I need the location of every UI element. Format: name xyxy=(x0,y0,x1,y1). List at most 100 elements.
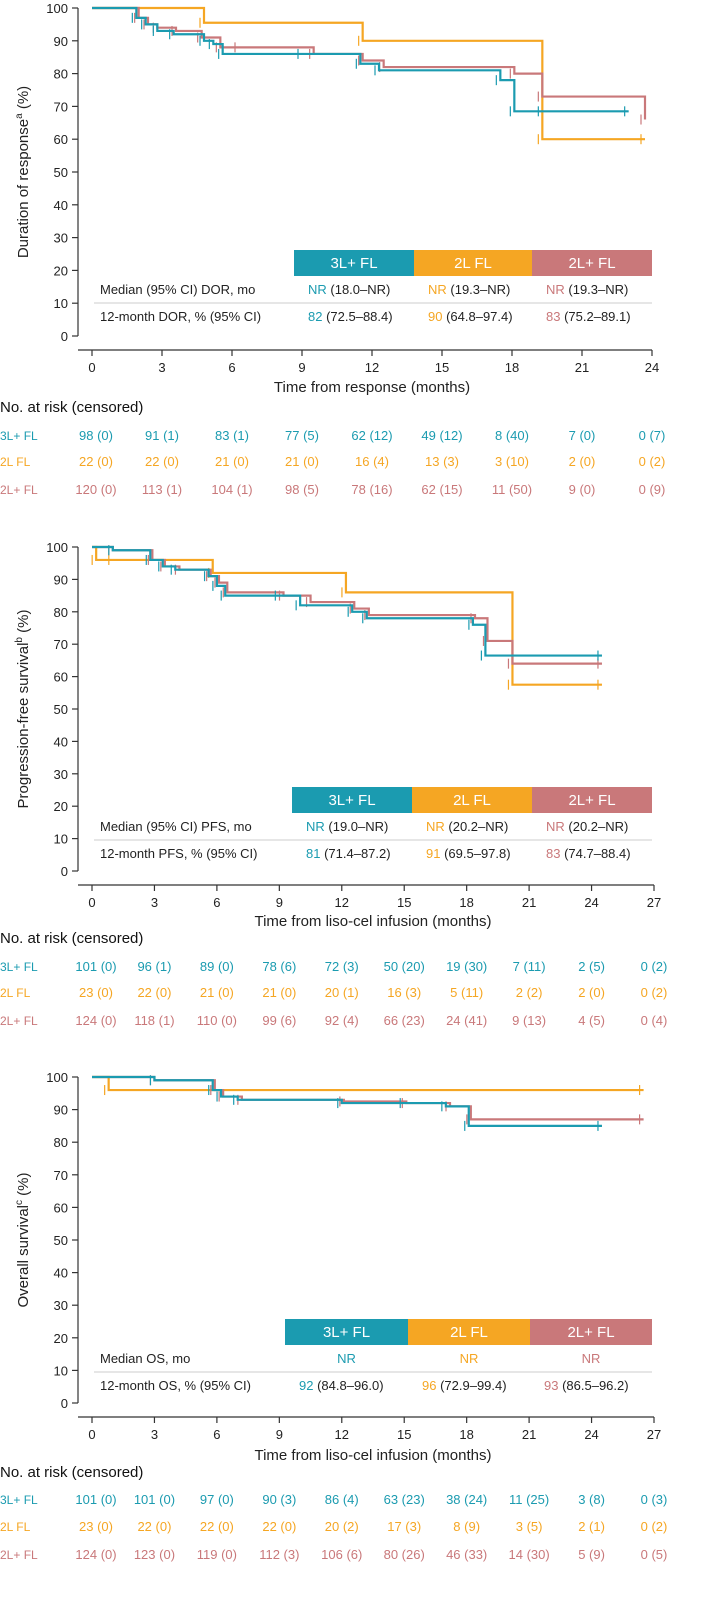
risk-value: 2 (2) xyxy=(516,985,543,1000)
y-tick-label: 60 xyxy=(54,670,68,685)
risk-value: 0 (5) xyxy=(641,1547,668,1562)
table-row1-ci: (19.3–NR) xyxy=(565,282,629,297)
risk-value: 17 (3) xyxy=(387,1519,421,1534)
risk-value: 118 (1) xyxy=(134,1013,174,1028)
x-axis-title: Time from liso-cel infusion (months) xyxy=(254,913,491,930)
y-axis-title: Overall survivalc (%) xyxy=(14,1172,32,1307)
table-header-band xyxy=(530,1319,652,1345)
table-row1-label: Median (95% CI) DOR, mo xyxy=(100,282,255,297)
risk-value: 91 (1) xyxy=(145,428,179,443)
y-tick-label: 90 xyxy=(54,1103,68,1118)
table-header-label: 3L+ FL xyxy=(328,792,375,809)
y-tick-label: 0 xyxy=(61,1396,68,1411)
x-tick-label: 24 xyxy=(584,895,598,910)
risk-row-label: 2L FL xyxy=(0,455,31,469)
risk-value: 86 (4) xyxy=(325,1492,359,1507)
x-tick-label: 0 xyxy=(88,895,95,910)
risk-value: 97 (0) xyxy=(200,1492,234,1507)
chart-panel-3: 0 10 20 30 40 50 60 70 80 90 100 0 3 6 9 12 15 18 21 24 27 Ti… xyxy=(0,1070,667,1562)
y-tick-label: 100 xyxy=(46,1,68,16)
y-axis-title-main: Duration of response xyxy=(15,119,32,258)
table-header-label: 2L+ FL xyxy=(568,255,615,272)
y-tick-label: 60 xyxy=(54,132,68,147)
table-header-label: 3L+ FL xyxy=(330,255,377,272)
y-tick-label: 30 xyxy=(54,1298,68,1313)
table-row2-ci: (75.2–89.1) xyxy=(560,309,630,324)
risk-value: 101 (0) xyxy=(75,959,116,974)
y-axis-title-main: Overall survival xyxy=(15,1205,32,1308)
risk-value: 21 (0) xyxy=(285,454,319,469)
table-row1-value: NR xyxy=(337,1351,356,1366)
risk-value: 38 (24) xyxy=(446,1492,487,1507)
x-tick-label: 15 xyxy=(397,895,411,910)
y-tick-label: 70 xyxy=(54,1168,68,1183)
table-row1-value: NR (19.0–NR) xyxy=(306,819,388,834)
table-row1-main: NR xyxy=(582,1351,601,1366)
risk-value: 104 (1) xyxy=(211,482,252,497)
table-row2-value: 90 (64.8–97.4) xyxy=(428,309,513,324)
table-row1-label: Median (95% CI) PFS, mo xyxy=(100,819,252,834)
table-row1-ci: (19.0–NR) xyxy=(325,819,389,834)
table-header-label: 2L FL xyxy=(453,792,491,809)
x-tick-label: 3 xyxy=(151,895,158,910)
table-row2-ci: (69.5–97.8) xyxy=(440,846,510,861)
table-row2-value: 83 (74.7–88.4) xyxy=(546,846,631,861)
y-tick-label: 70 xyxy=(54,99,68,114)
table-header-label: 2L+ FL xyxy=(567,1324,614,1341)
risk-value: 2 (0) xyxy=(569,454,596,469)
table-row1-ci: (18.0–NR) xyxy=(327,282,391,297)
risk-value: 4 (5) xyxy=(578,1013,605,1028)
y-tick-label: 50 xyxy=(54,702,68,717)
risk-value: 23 (0) xyxy=(79,1519,113,1534)
risk-value: 101 (0) xyxy=(134,1492,175,1507)
risk-value: 72 (3) xyxy=(325,959,359,974)
table-row2-value: 92 (84.8–96.0) xyxy=(299,1378,384,1393)
y-tick-label: 100 xyxy=(46,1070,68,1085)
x-tick-label: 18 xyxy=(505,360,519,375)
x-tick-label: 6 xyxy=(213,895,220,910)
x-tick-label: 9 xyxy=(276,895,283,910)
table-header-band xyxy=(292,787,412,813)
table-row2-main: 96 xyxy=(422,1378,436,1393)
risk-table-title: No. at risk (censored) xyxy=(0,399,143,416)
risk-value: 0 (2) xyxy=(641,1519,668,1534)
risk-value: 110 (0) xyxy=(197,1013,237,1028)
y-tick-label: 10 xyxy=(54,1363,68,1378)
y-tick-label: 80 xyxy=(54,67,68,82)
x-axis-title: Time from liso-cel infusion (months) xyxy=(254,1447,491,1464)
table-row1-main: NR xyxy=(337,1351,356,1366)
risk-value: 8 (9) xyxy=(453,1519,480,1534)
table-row1-main: NR xyxy=(460,1351,479,1366)
x-tick-label: 18 xyxy=(459,1427,473,1442)
risk-value: 20 (1) xyxy=(325,985,359,1000)
table-row2-main: 93 xyxy=(544,1378,558,1393)
risk-value: 119 (0) xyxy=(197,1547,237,1562)
table-row2-value: 81 (71.4–87.2) xyxy=(306,846,391,861)
table-row2-main: 81 xyxy=(306,846,320,861)
x-tick-label: 12 xyxy=(335,895,349,910)
x-tick-label: 21 xyxy=(575,360,589,375)
table-row2-ci: (64.8–97.4) xyxy=(442,309,512,324)
risk-value: 66 (23) xyxy=(384,1013,425,1028)
risk-value: 24 (41) xyxy=(446,1013,487,1028)
risk-value: 0 (4) xyxy=(641,1013,668,1028)
risk-value: 120 (0) xyxy=(75,482,116,497)
x-tick-label: 3 xyxy=(158,360,165,375)
risk-value: 0 (9) xyxy=(639,482,666,497)
x-tick-label: 0 xyxy=(88,1427,95,1442)
series-line-2l-fl xyxy=(92,545,602,686)
table-row2-label: 12-month OS, % (95% CI) xyxy=(100,1378,251,1393)
chart-panel-1: 0 10 20 30 40 50 60 70 80 90 100 0 3 6 9 12 15 18 21 24 Time… xyxy=(0,1,665,497)
risk-value: 101 (0) xyxy=(75,1492,116,1507)
risk-value: 7 (11) xyxy=(513,959,546,974)
y-tick-label: 20 xyxy=(54,799,68,814)
series-line-2l-fl xyxy=(92,6,645,141)
risk-value: 98 (5) xyxy=(285,482,319,497)
risk-value: 46 (33) xyxy=(446,1547,487,1562)
table-row1-ci: (20.2–NR) xyxy=(445,819,509,834)
y-axis-title-unit: (%) xyxy=(15,610,32,638)
table-row2-ci: (71.4–87.2) xyxy=(320,846,390,861)
table-row2-main: 83 xyxy=(546,846,560,861)
y-axis-title-main: Progression-free survival xyxy=(15,643,32,809)
table-row1-value: NR (20.2–NR) xyxy=(546,819,628,834)
